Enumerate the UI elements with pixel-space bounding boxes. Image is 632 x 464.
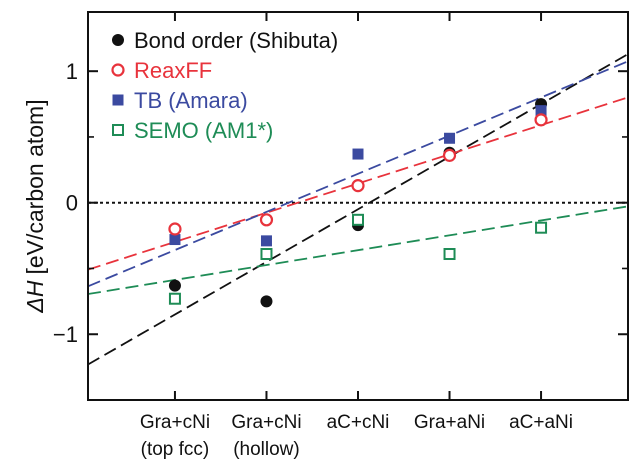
x-category-label: aC+aNi	[509, 412, 573, 433]
y-axis-title-group: ΔH [eV/carbon atom]	[22, 99, 48, 313]
legend: Bond order (Shibuta) ReaxFF TB (Amara) SEMO…	[111, 28, 338, 143]
point-series-3-3	[443, 248, 456, 261]
legend-label-3: SEMO (AM1*)	[134, 118, 273, 143]
point-series-1-1	[259, 213, 274, 227]
point-series-1-4	[534, 113, 548, 127]
legend-label-2: TB (Amara)	[134, 88, 248, 113]
data-points	[168, 98, 548, 308]
legend-marker-1	[111, 63, 125, 77]
point-series-2-0	[169, 234, 181, 246]
legend-marker-2	[112, 94, 124, 106]
point-series-1-2	[351, 179, 365, 193]
fit-line-series-2	[88, 60, 628, 288]
point-series-3-0	[168, 292, 181, 305]
y-tick-label: −1	[53, 322, 78, 347]
point-series-3-1	[260, 248, 273, 261]
point-series-2-1	[260, 235, 272, 247]
x-category-label: (top fcc)	[141, 439, 210, 460]
legend-marker-0	[112, 34, 124, 46]
point-series-2-2	[352, 148, 364, 160]
y-axis-title-text: ΔH [eV/carbon atom]	[22, 99, 48, 313]
plot-area: −1 0 1 Gra+cNi (top fcc) Gra+cNi (hollow) aC+cN…	[53, 11, 629, 460]
x-category-label: Gra+aNi	[414, 412, 485, 433]
y-axis-symbol: ΔH	[22, 280, 48, 313]
y-tick-label: 0	[66, 191, 78, 216]
legend-label-0: Bond order (Shibuta)	[134, 28, 338, 53]
x-category-label: aC+cNi	[327, 412, 390, 433]
y-tick-label: 1	[66, 59, 78, 84]
legend-label-1: ReaxFF	[134, 58, 212, 83]
point-series-2-3	[444, 132, 456, 144]
point-series-0-0	[168, 279, 181, 292]
point-series-1-0	[168, 222, 182, 236]
legend-marker-3	[112, 124, 124, 136]
point-series-3-2	[352, 213, 364, 226]
point-series-3-4	[535, 221, 548, 234]
point-series-2-4	[535, 105, 547, 117]
fit-line-series-3	[88, 205, 628, 295]
point-series-0-1	[260, 295, 273, 308]
y-axis-title: ΔH [eV/carbon atom]	[22, 99, 48, 313]
x-category-label: Gra+cNi	[140, 412, 210, 433]
y-axis-unit: [eV/carbon atom]	[22, 99, 48, 274]
x-category-label: Gra+cNi	[231, 412, 301, 433]
point-series-1-3	[442, 148, 457, 162]
x-category-label: (hollow)	[233, 439, 300, 460]
